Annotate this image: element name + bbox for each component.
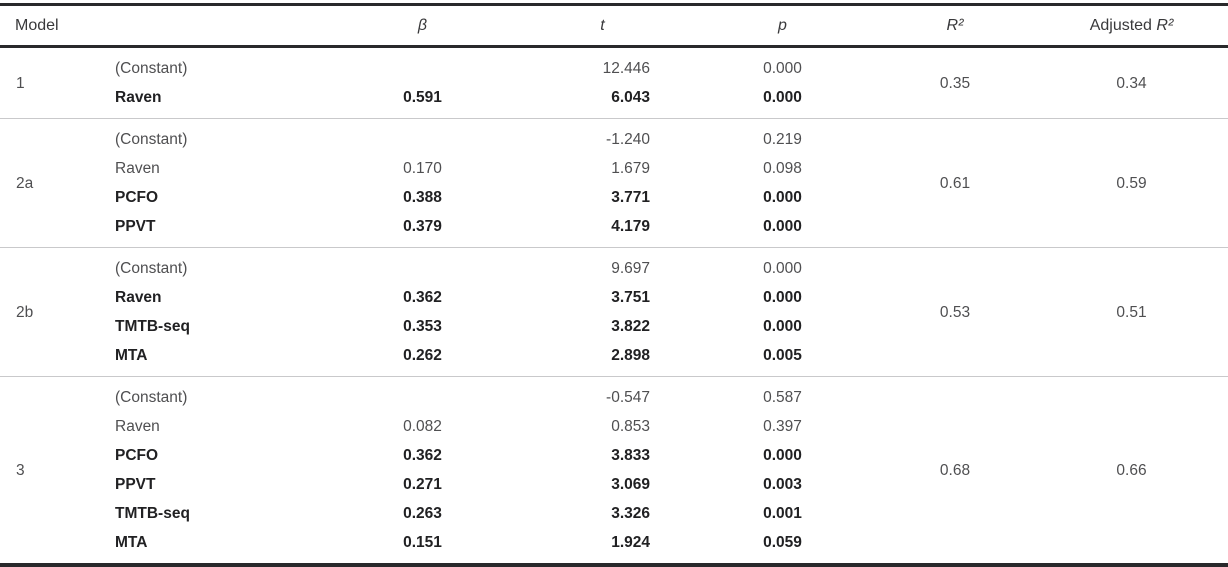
p-value: 0.000 — [763, 447, 802, 464]
t-value: 12.446 — [602, 60, 650, 77]
predictor-name: (Constant) — [115, 131, 188, 148]
p-value: 0.219 — [763, 131, 802, 148]
t-value: 6.043 — [611, 89, 650, 106]
predictor-name: (Constant) — [115, 389, 188, 406]
predictor-name: (Constant) — [115, 60, 188, 77]
r2-value: 0.35 — [939, 74, 971, 92]
regression-results-table: Model β t p R² Adjusted R² 1 (Constant) … — [0, 3, 1228, 567]
predictor-name: Raven — [115, 160, 160, 177]
predictor-name: Raven — [115, 89, 162, 106]
model-id: 1 — [16, 74, 25, 92]
p-value: 0.000 — [763, 89, 802, 106]
beta-value: 0.151 — [403, 534, 442, 551]
predictor-name: PPVT — [115, 476, 156, 493]
r2-value: 0.53 — [939, 303, 971, 321]
model-block-3: 3 (Constant) -0.547 0.587 Raven 0.082 0.… — [0, 376, 1228, 563]
header-model: Model — [15, 16, 59, 34]
predictor-name: PPVT — [115, 218, 156, 235]
beta-value: 0.271 — [403, 476, 442, 493]
p-value: 0.000 — [763, 60, 802, 77]
predictor-name: Raven — [115, 418, 160, 435]
table-header-row: Model β t p R² Adjusted R² — [0, 6, 1228, 48]
beta-value: 0.388 — [403, 189, 442, 206]
model-id: 2b — [16, 303, 34, 321]
p-value: 0.000 — [763, 289, 802, 306]
p-value: 0.001 — [763, 505, 802, 522]
model-block-1: 1 (Constant) 12.446 0.000 Raven 0.591 6.… — [0, 48, 1228, 118]
p-value: 0.587 — [763, 389, 802, 406]
t-value: 3.771 — [611, 189, 650, 206]
beta-value: 0.263 — [403, 505, 442, 522]
model-id: 3 — [16, 461, 25, 479]
model-id: 2a — [16, 174, 34, 192]
r2-value: 0.61 — [939, 174, 971, 192]
predictor-name: TMTB-seq — [115, 318, 190, 335]
header-adjusted-r2-symbol: R² — [1156, 16, 1174, 34]
p-value: 0.000 — [763, 218, 802, 235]
beta-value: 0.362 — [403, 289, 442, 306]
header-p: p — [778, 16, 787, 34]
t-value: 3.833 — [611, 447, 650, 464]
t-value: 3.822 — [611, 318, 650, 335]
predictor-name: MTA — [115, 534, 148, 551]
t-value: 3.751 — [611, 289, 650, 306]
t-value: 3.326 — [611, 505, 650, 522]
beta-value: 0.379 — [403, 218, 442, 235]
model-block-2b: 2b (Constant) 9.697 0.000 Raven 0.362 3.… — [0, 247, 1228, 376]
predictor-name: TMTB-seq — [115, 505, 190, 522]
header-r2: R² — [875, 17, 1035, 35]
p-value: 0.000 — [763, 189, 802, 206]
header-adjusted-prefix: Adjusted — [1089, 16, 1157, 34]
t-value: -1.240 — [606, 131, 650, 148]
adjusted-r2-value: 0.59 — [1116, 174, 1147, 192]
beta-value: 0.170 — [403, 160, 442, 177]
t-value: 4.179 — [611, 218, 650, 235]
t-value: 1.679 — [611, 160, 650, 177]
t-value: 3.069 — [611, 476, 650, 493]
header-r2-symbol: R² — [946, 16, 964, 34]
header-adjusted-r2: Adjusted R² — [1035, 17, 1228, 35]
header-t: t — [600, 16, 605, 34]
p-value: 0.397 — [763, 418, 802, 435]
p-value: 0.098 — [763, 160, 802, 177]
predictor-name: PCFO — [115, 189, 159, 206]
t-value: 9.697 — [611, 260, 650, 277]
t-value: 0.853 — [611, 418, 650, 435]
t-value: -0.547 — [606, 389, 650, 406]
beta-value: 0.262 — [403, 347, 442, 364]
p-value: 0.005 — [763, 347, 802, 364]
predictor-name: (Constant) — [115, 260, 188, 277]
adjusted-r2-value: 0.34 — [1116, 74, 1147, 92]
beta-value: 0.082 — [403, 418, 442, 435]
p-value: 0.003 — [763, 476, 802, 493]
model-block-2a: 2a (Constant) -1.240 0.219 Raven 0.170 1… — [0, 118, 1228, 247]
adjusted-r2-value: 0.51 — [1116, 303, 1147, 321]
beta-value: 0.353 — [403, 318, 442, 335]
predictor-name: MTA — [115, 347, 148, 364]
p-value: 0.000 — [763, 260, 802, 277]
predictor-name: Raven — [115, 289, 162, 306]
beta-value: 0.591 — [403, 89, 442, 106]
t-value: 2.898 — [611, 347, 650, 364]
adjusted-r2-value: 0.66 — [1116, 461, 1147, 479]
p-value: 0.059 — [763, 534, 802, 551]
beta-value: 0.362 — [403, 447, 442, 464]
r2-value: 0.68 — [939, 461, 971, 479]
p-value: 0.000 — [763, 318, 802, 335]
t-value: 1.924 — [611, 534, 650, 551]
predictor-name: PCFO — [115, 447, 159, 464]
header-beta: β — [417, 16, 428, 34]
